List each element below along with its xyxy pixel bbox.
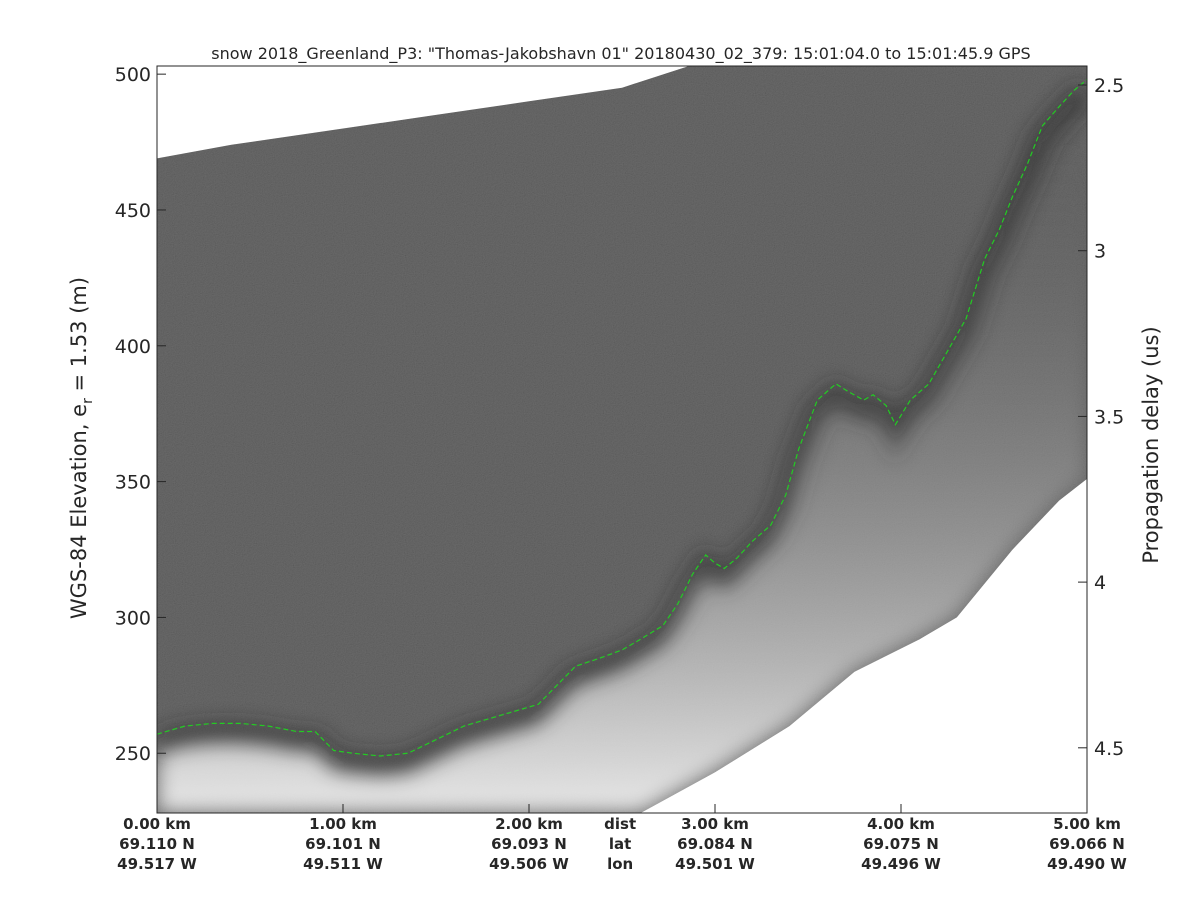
- y-left-tick-label: 350: [115, 472, 151, 494]
- x-dist-label: 0.00 km: [123, 815, 191, 833]
- x-lat-label: 69.093 N: [491, 835, 567, 853]
- y-axis-left-title-main: WGS-84 Elevation, e: [67, 404, 91, 619]
- y-right-tick-label: 3: [1094, 241, 1106, 263]
- y-left-tick-label: 450: [115, 200, 151, 222]
- plot-border: [156, 65, 1088, 814]
- x-lat-label: 69.101 N: [305, 835, 381, 853]
- axis-labels: 250 300 350 400 450 500 2.5 3 3.5 4 4.5 0.00 km 69.1…: [115, 64, 1128, 873]
- y-axis-right-title: Propagation delay (us): [1139, 326, 1163, 563]
- x-lon-label: 49.501 W: [675, 855, 755, 873]
- y-right-tick-label: 4: [1094, 572, 1106, 594]
- x-lat-label: 69.066 N: [1049, 835, 1125, 853]
- x-lon-label: 49.517 W: [117, 855, 197, 873]
- x-row-label-lat: lat: [609, 835, 631, 853]
- bed-pick-line: [157, 79, 1087, 757]
- x-lon-label: 49.511 W: [303, 855, 383, 873]
- x-lat-label: 69.084 N: [677, 835, 753, 853]
- y-left-tick-label: 400: [115, 336, 151, 358]
- y-left-tick-label: 250: [115, 743, 151, 765]
- axes-frame: [156, 65, 1088, 814]
- x-row-label-dist: dist: [604, 815, 636, 833]
- x-lon-label: 49.490 W: [1047, 855, 1127, 873]
- x-lon-label: 49.506 W: [489, 855, 569, 873]
- y-axis-left-title: WGS-84 Elevation, er = 1.53 (m): [67, 277, 96, 619]
- bed-echo-band: [157, 81, 1087, 782]
- y-axis-left-title-rest: = 1.53 (m): [67, 277, 91, 398]
- y-right-tick-label: 2.5: [1094, 75, 1124, 97]
- x-lat-label: 69.110 N: [119, 835, 195, 853]
- chart-title: snow 2018_Greenland_P3: "Thomas-Jakobsha…: [211, 44, 1030, 64]
- x-dist-label: 1.00 km: [309, 815, 377, 833]
- y-axis-left-title-subscript: r: [80, 398, 96, 404]
- x-dist-label: 2.00 km: [495, 815, 563, 833]
- y-left-tick-label: 300: [115, 607, 151, 629]
- x-row-label-lon: lon: [607, 855, 633, 873]
- y-right-tick-label: 3.5: [1094, 406, 1124, 428]
- x-dist-label: 4.00 km: [867, 815, 935, 833]
- y-right-tick-label: 4.5: [1094, 738, 1124, 760]
- x-lat-label: 69.075 N: [863, 835, 939, 853]
- x-dist-label: 5.00 km: [1053, 815, 1121, 833]
- deep-signal-fade: [157, 99, 1087, 813]
- y-left-tick-label: 500: [115, 64, 151, 86]
- plot-area: [157, 66, 1087, 813]
- x-lon-label: 49.496 W: [861, 855, 941, 873]
- x-dist-label: 3.00 km: [681, 815, 749, 833]
